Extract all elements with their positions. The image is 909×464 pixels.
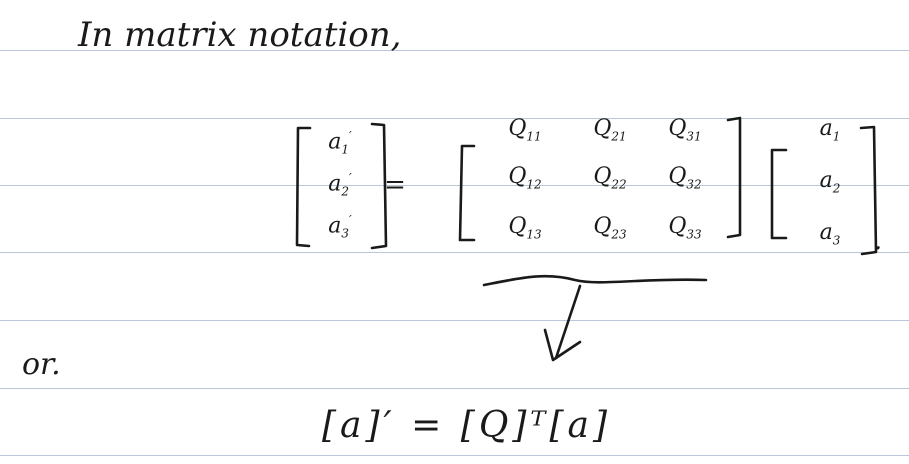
a-entry-2: a2 (819, 168, 841, 196)
ruled-line (0, 455, 909, 456)
heading-text: In matrix notation, (78, 15, 402, 55)
a-entry-3: a3 (819, 220, 841, 248)
q-entry-r3c1: Q13 (508, 214, 542, 242)
ruled-line (0, 118, 909, 119)
q-entry-r2c3: Q32 (668, 164, 702, 192)
lhs-entry-1: a1′ (328, 129, 352, 157)
lhs-entry-2: a2′ (328, 171, 352, 199)
lhs-left-bracket (295, 126, 312, 248)
equation-2: [a]′ = [Q]ᵀ[a] (322, 405, 612, 446)
q-entry-r1c3: Q31 (668, 116, 702, 144)
lhs-entry-3: a3′ (328, 213, 352, 241)
ruled-line (0, 320, 909, 321)
wavy-underline (482, 274, 708, 287)
q-entry-r3c2: Q23 (593, 214, 627, 242)
ruled-line (0, 50, 909, 51)
q-entry-r2c1: Q12 (508, 164, 542, 192)
q-entry-r3c3: Q33 (668, 214, 702, 242)
ruled-line (0, 185, 909, 186)
or-text: or. (22, 347, 61, 382)
arrow-shaft (554, 284, 582, 360)
a-left-bracket (770, 148, 788, 240)
a-right-bracket (859, 125, 878, 256)
q-entry-r1c2: Q21 (593, 116, 627, 144)
q-right-bracket (726, 116, 742, 239)
arrow-head (543, 328, 582, 362)
ruled-line (0, 252, 909, 253)
end-punctuation: . (873, 226, 883, 256)
q-left-bracket (458, 144, 476, 242)
equals-sign: = (384, 170, 406, 200)
ruled-line (0, 388, 909, 389)
a-entry-1: a1 (819, 116, 841, 144)
lhs-right-bracket (370, 122, 388, 250)
q-entry-r2c2: Q22 (593, 164, 627, 192)
q-entry-r1c1: Q11 (508, 116, 542, 144)
